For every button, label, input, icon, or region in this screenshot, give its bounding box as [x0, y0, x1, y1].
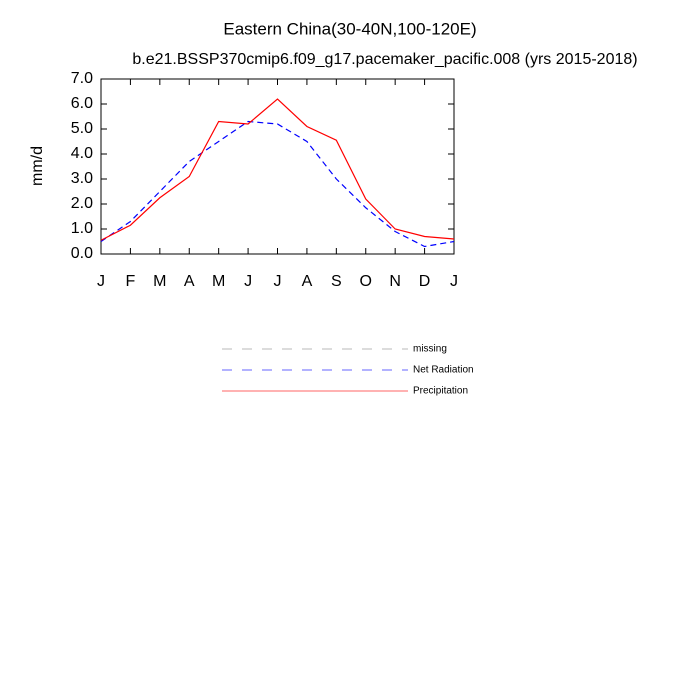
y-tick-label: 0.0 [71, 245, 93, 262]
x-tick-label: M [212, 273, 225, 290]
x-tick-label: S [331, 273, 342, 290]
y-tick-label: 6.0 [71, 95, 93, 112]
legend-label: Net Radiation [413, 365, 474, 376]
y-tick-label: 7.0 [71, 70, 93, 87]
x-tick-label: N [389, 273, 401, 290]
y-tick-label: 5.0 [71, 120, 93, 137]
y-tick-label: 1.0 [71, 220, 93, 237]
x-tick-label: F [126, 273, 136, 290]
legend-label: Precipitation [413, 386, 468, 397]
plot-frame [100, 78, 455, 255]
x-tick-label: A [184, 273, 195, 290]
x-tick-label: D [419, 273, 431, 290]
x-tick-label: J [97, 273, 105, 290]
x-tick-label: O [360, 273, 372, 290]
y-axis-label: mm/d [29, 146, 46, 186]
y-tick-label: 3.0 [71, 170, 93, 187]
series-line [100, 98, 455, 241]
chart-subtitle: b.e21.BSSP370cmip6.f09_g17.pacemaker_pac… [132, 51, 637, 68]
y-tick-label: 2.0 [71, 195, 93, 212]
x-tick-label: A [302, 273, 313, 290]
x-tick-label: J [450, 273, 458, 290]
x-tick-label: J [274, 273, 282, 290]
x-tick-label: M [153, 273, 166, 290]
y-tick-label: 4.0 [71, 145, 93, 162]
chart-title: Eastern China(30-40N,100-120E) [223, 19, 476, 38]
legend-label: missing [413, 344, 447, 355]
x-tick-label: J [244, 273, 252, 290]
series-line [100, 120, 455, 248]
